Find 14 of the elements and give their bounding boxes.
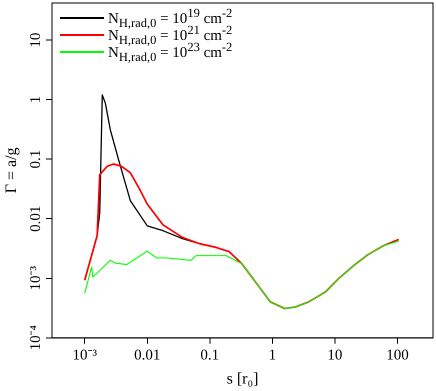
y-tick-label: 10⁻³ [28,266,44,291]
x-tick-label: 10 [327,348,342,364]
y-tick-label: 0.01 [28,206,44,232]
y-tick-label: 0.1 [28,150,44,169]
y-axis-title: Γ = a/g [2,147,20,194]
x-tick-label: 0.01 [134,348,160,364]
x-tick-label: 10⁻³ [72,348,98,364]
y-tick-label: 10 [28,32,44,48]
y-tick-label: 1 [28,96,44,104]
x-tick-label: 0.1 [200,348,220,364]
x-tick-label: 1 [268,348,276,364]
x-axis-title: s [r₀] [226,370,258,388]
y-tick-label: 10⁻⁴ [28,325,44,350]
x-tick-label: 100 [386,348,409,364]
